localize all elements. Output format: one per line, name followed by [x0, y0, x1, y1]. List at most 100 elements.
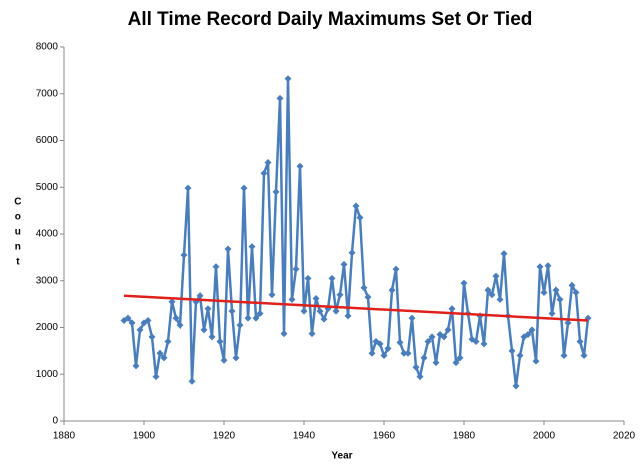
data-point: [312, 295, 320, 303]
data-point: [480, 340, 488, 348]
data-point: [496, 295, 504, 303]
data-point: [316, 307, 324, 315]
data-point: [240, 184, 248, 192]
data-point: [212, 263, 220, 271]
data-point: [320, 315, 328, 323]
data-point: [516, 352, 524, 360]
data-point: [384, 345, 392, 353]
data-point: [448, 305, 456, 313]
data-point: [368, 349, 376, 357]
data-point: [392, 265, 400, 273]
data-point: [128, 319, 136, 327]
data-point: [432, 359, 440, 367]
y-axis-title: Count: [12, 197, 23, 272]
data-point: [396, 338, 404, 346]
data-point: [564, 319, 572, 327]
data-point: [552, 286, 560, 294]
data-point: [172, 314, 180, 322]
data-point: [444, 326, 452, 334]
data-point: [388, 286, 396, 294]
data-point: [164, 338, 172, 346]
data-point: [176, 321, 184, 329]
data-point: [196, 292, 204, 300]
data-point: [276, 94, 284, 102]
y-tick-label: 5000: [36, 182, 59, 193]
data-point: [148, 333, 156, 341]
data-point: [548, 309, 556, 317]
chart-title: All Time Record Daily Maximums Set Or Ti…: [128, 9, 533, 30]
y-tick-label: 2000: [36, 322, 59, 333]
data-point: [408, 314, 416, 322]
trend-line: [123, 294, 589, 322]
data-point: [500, 250, 508, 258]
data-line: [123, 78, 590, 387]
data-point: [136, 326, 144, 334]
data-point: [204, 305, 212, 313]
data-point: [524, 331, 532, 339]
data-point: [224, 245, 232, 253]
data-point: [216, 338, 224, 346]
data-point: [284, 75, 292, 83]
data-point: [416, 373, 424, 381]
data-point: [380, 352, 388, 360]
data-point: [296, 162, 304, 170]
data-point: [452, 359, 460, 367]
data-point: [536, 263, 544, 271]
x-tick-label: 2000: [533, 431, 556, 442]
data-point: [252, 314, 260, 322]
data-point: [256, 309, 264, 317]
data-point: [220, 356, 228, 364]
data-point: [328, 274, 336, 282]
data-point: [572, 288, 580, 296]
data-point: [260, 169, 268, 177]
y-tick-label: 8000: [36, 42, 59, 53]
data-point: [428, 333, 436, 341]
data-point: [268, 291, 276, 299]
x-tick-label: 1880: [53, 431, 76, 442]
data-point: [272, 188, 280, 196]
x-tick-label: 1940: [293, 431, 316, 442]
data-point: [344, 312, 352, 320]
data-point: [292, 265, 300, 273]
data-point: [412, 363, 420, 371]
data-point: [400, 349, 408, 357]
data-point: [352, 202, 360, 210]
data-point: [348, 249, 356, 257]
x-tick-label: 1920: [213, 431, 236, 442]
data-point: [304, 274, 312, 282]
x-tick-label: 1900: [133, 431, 156, 442]
data-point: [420, 354, 428, 362]
data-point: [456, 354, 464, 362]
data-point: [188, 377, 196, 385]
data-point: [556, 295, 564, 303]
data-point: [540, 288, 548, 296]
data-point: [200, 326, 208, 334]
y-tick-label: 3000: [36, 275, 59, 286]
data-point: [156, 349, 164, 357]
data-point: [280, 330, 288, 338]
data-point: [560, 352, 568, 360]
data-point: [532, 357, 540, 365]
data-point: [228, 307, 236, 315]
data-point: [184, 184, 192, 192]
data-point: [528, 326, 536, 334]
data-point: [376, 340, 384, 348]
data-point: [508, 347, 516, 355]
data-point: [576, 338, 584, 346]
data-point: [404, 349, 412, 357]
data-point: [244, 314, 252, 322]
y-tick-label: 4000: [36, 229, 59, 240]
data-point: [484, 286, 492, 294]
y-tick-label: 0: [52, 416, 58, 427]
data-point: [580, 352, 588, 360]
data-point: [440, 333, 448, 341]
data-point: [360, 284, 368, 292]
data-point: [180, 251, 188, 259]
data-point: [288, 295, 296, 303]
y-tick-label: 6000: [36, 135, 59, 146]
data-point: [124, 314, 132, 322]
data-point: [132, 362, 140, 370]
data-point: [544, 262, 552, 270]
data-point: [248, 243, 256, 251]
